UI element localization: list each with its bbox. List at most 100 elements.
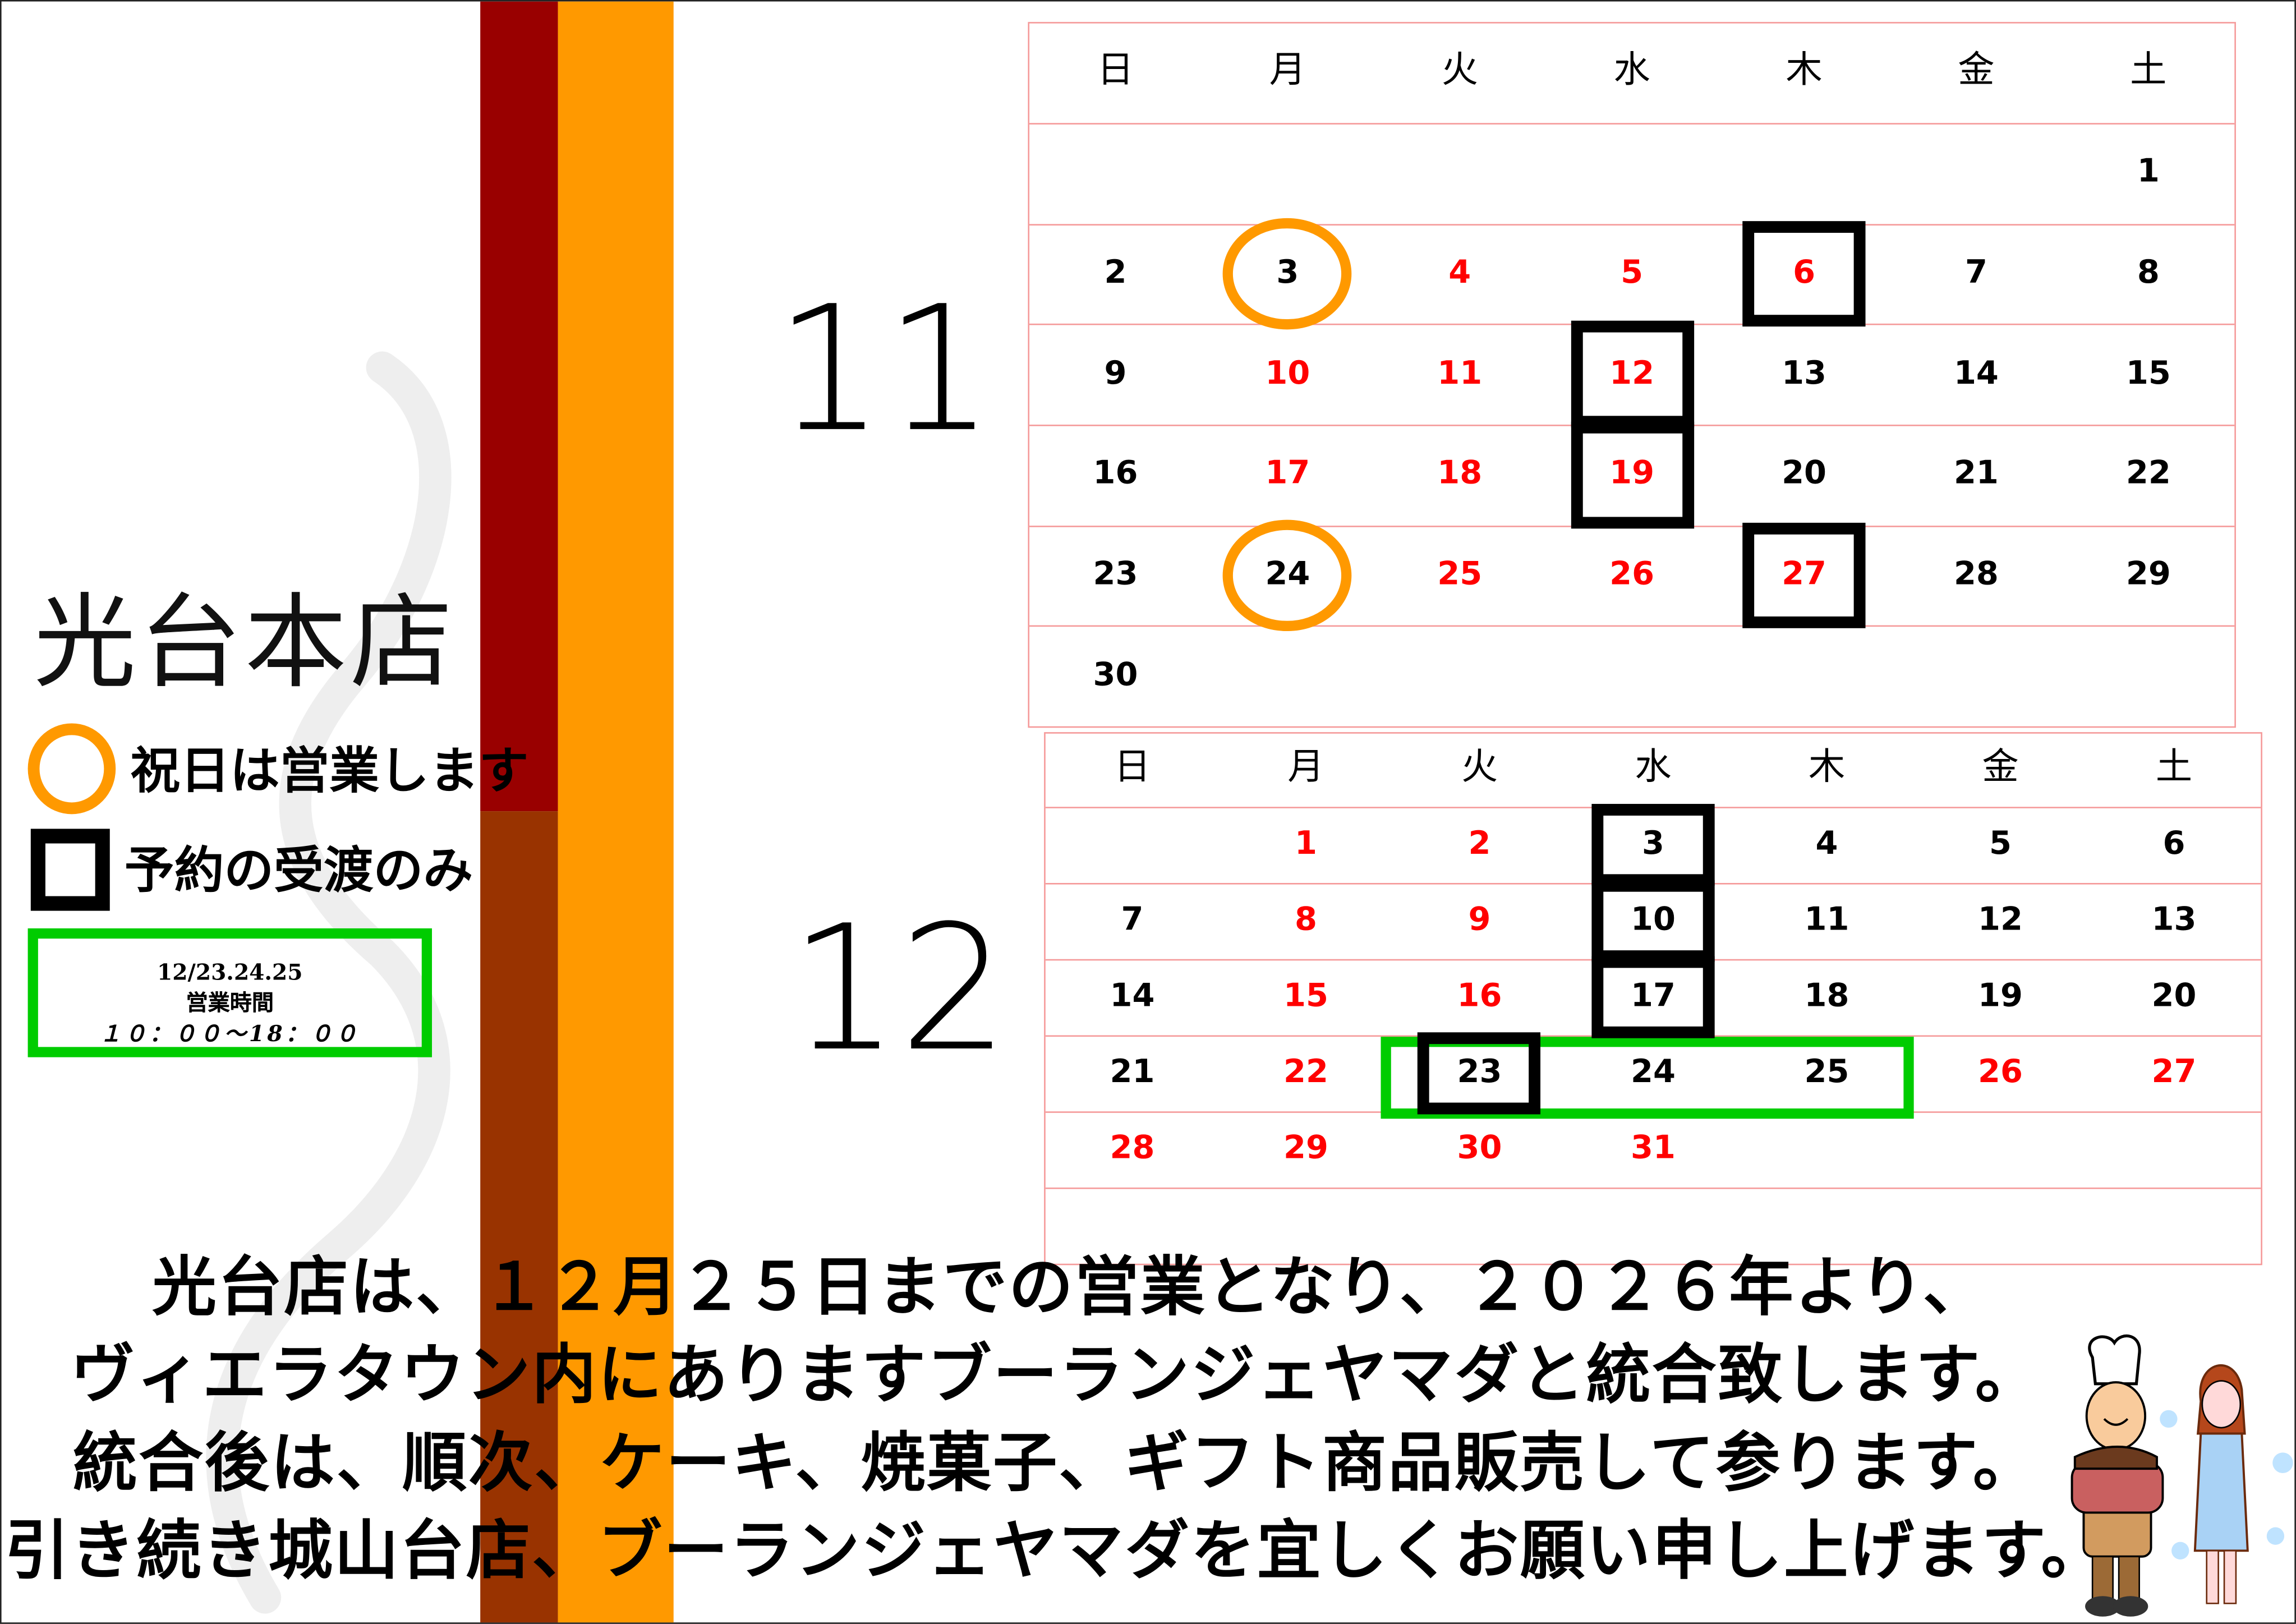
script-watermark-icon [206, 351, 452, 1614]
calendar-day: 11 [1804, 901, 1849, 939]
calendar-day: 5 [1621, 255, 1644, 292]
calendar-day: 4 [1815, 826, 1838, 863]
stripe-orange [558, 1, 674, 1623]
hours-time: １０：００～18：００ [99, 1020, 360, 1047]
month-label-december: 12 [789, 887, 1009, 1090]
calendar-day: 21 [1110, 1054, 1155, 1091]
calendar-day: 5 [1989, 826, 2012, 863]
calendar-day: 14 [1110, 978, 1155, 1015]
calendar-day: 14 [1953, 355, 1999, 392]
calendar-day: 29 [2125, 556, 2171, 594]
calendar-day: 16 [1093, 456, 1138, 493]
calendar-day: 30 [1093, 657, 1138, 694]
legend-square-label: 予約の受渡のみ [124, 841, 473, 901]
grid-line [1029, 123, 2235, 125]
weekday-header: 月 [1287, 745, 1324, 788]
weekday-header: 水 [1613, 48, 1650, 91]
calendar-day: 1 [1294, 826, 1317, 863]
calendar-day: 7 [1964, 255, 1987, 292]
calendar-day: 3 [1642, 826, 1664, 863]
calendar-day: 16 [1457, 978, 1502, 1015]
calendar-day: 10 [1631, 901, 1676, 939]
business-hours-box: 12/23.24.25 営業時間 １０：００～18：００ [27, 928, 432, 1057]
announcement-line: ヴィエラタウン内にありますブーランジェヤマダと統合致します。 [70, 1338, 2041, 1413]
weekday-header: 月 [1269, 48, 1306, 91]
calendar-day: 27 [1782, 556, 1827, 594]
hours-dates: 12/23.24.25 [157, 959, 303, 986]
calendar-day: 21 [1953, 456, 1999, 493]
calendar-day: 20 [1782, 456, 1827, 493]
calendar-day: 9 [1104, 355, 1127, 392]
baker-figure [2070, 1334, 2164, 1617]
calendar-day: 15 [1283, 978, 1328, 1015]
reservation-pickup-mark [1742, 522, 1866, 629]
calendar-day: 4 [1448, 255, 1471, 292]
calendar-day: 29 [1283, 1130, 1328, 1167]
calendar-december: 日月火水木金土 1 2 3 4 5 6 7 8 9 10 11 12 13 14 15 16 17 18 19 20 21… [1044, 732, 2262, 1266]
calendar-day: 10 [1265, 355, 1310, 392]
announcement-line: 光台店は、１２月２５日までの営業となり、２０２６年より、 [152, 1250, 1989, 1326]
stripe-brown [480, 811, 558, 1623]
calendar-day: 24 [1631, 1054, 1676, 1091]
calendar-day: 15 [2125, 355, 2171, 392]
reservation-pickup-mark [1418, 1032, 1542, 1115]
reservation-pickup-mark [1591, 956, 1715, 1038]
calendar-day: 18 [1804, 978, 1849, 1015]
calendar-day: 26 [1609, 556, 1655, 594]
legend-square-icon [30, 829, 110, 911]
reservation-pickup-mark [1570, 421, 1694, 528]
baker-and-clerk-illustration-icon [2070, 1334, 2293, 1617]
calendar-day: 30 [1457, 1130, 1502, 1167]
weekday-header: 土 [2155, 745, 2193, 788]
calendar-day: 6 [2162, 826, 2185, 863]
calendar-day: 9 [1468, 901, 1491, 939]
legend-circle-label: 祝日は営業します [130, 742, 529, 801]
calendar-day: 13 [1782, 355, 1827, 392]
month-label-november: 11 [774, 268, 995, 470]
calendar-day: 8 [1294, 901, 1317, 939]
calendar-day: 20 [2151, 978, 2197, 1015]
calendar-day: 13 [2151, 901, 2197, 939]
calendar-day: 22 [1283, 1054, 1328, 1091]
weekday-header: 土 [2130, 48, 2167, 91]
legend-circle-icon [27, 723, 116, 815]
calendar-day: 7 [1121, 901, 1144, 939]
calendar-day: 17 [1631, 978, 1676, 1015]
weekday-header: 日 [1097, 48, 1134, 91]
weekday-header: 日 [1114, 745, 1151, 788]
announcement-line: 統合後は、順次、ケーキ、焼菓子、ギフト商品販売して参ります。 [72, 1426, 2039, 1501]
grid-line [1029, 625, 2235, 628]
calendar-november: 日月火水木金土 1 2 3 4 5 6 7 8 9 10 11 12 13 14 15 16 17 18 19 20 21… [1028, 22, 2236, 728]
calendar-day: 12 [1609, 355, 1655, 392]
calendar-day: 28 [1110, 1130, 1155, 1167]
calendar-day: 19 [1609, 456, 1655, 493]
weekday-header: 火 [1461, 745, 1498, 788]
calendar-day: 25 [1804, 1054, 1849, 1091]
calendar-day: 1 [2137, 154, 2160, 191]
grid-line [1029, 223, 2235, 226]
weekday-header: 火 [1441, 48, 1478, 91]
calendar-day: 17 [1265, 456, 1310, 493]
calendar-day: 28 [1953, 556, 1999, 594]
calendar-day: 27 [2151, 1054, 2197, 1091]
calendar-day: 6 [1793, 255, 1816, 292]
weekday-header: 木 [1808, 745, 1846, 788]
calendar-day: 31 [1631, 1130, 1676, 1167]
store-name: 光台本店 [34, 582, 455, 703]
weekday-header: 金 [1958, 48, 1995, 91]
calendar-day: 11 [1437, 355, 1483, 392]
calendar-day: 25 [1437, 556, 1483, 594]
reservation-pickup-mark [1742, 220, 1866, 327]
weekday-header: 木 [1786, 48, 1823, 91]
calendar-day: 22 [2125, 456, 2171, 493]
calendar-day: 26 [1978, 1054, 2023, 1091]
calendar-day: 23 [1093, 556, 1138, 594]
reservation-pickup-mark [1591, 880, 1715, 962]
calendar-day: 3 [1276, 255, 1299, 292]
calendar-day: 18 [1437, 456, 1483, 493]
announcement-line: 引き続き城山台店、ブーランジェヤマダを宜しくお願い申し上げます。 [4, 1514, 2107, 1589]
calendar-day: 8 [2137, 255, 2160, 292]
calendar-day: 24 [1265, 556, 1310, 594]
calendar-day: 23 [1457, 1054, 1502, 1091]
